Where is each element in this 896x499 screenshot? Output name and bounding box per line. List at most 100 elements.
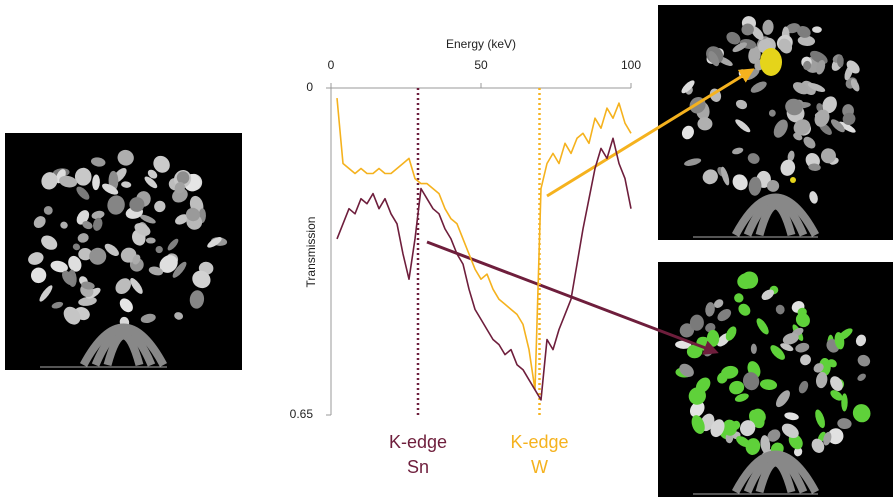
particle <box>785 23 801 34</box>
particle <box>697 117 713 131</box>
particle <box>192 270 211 289</box>
particle <box>174 312 184 320</box>
particle <box>830 119 845 133</box>
particle <box>115 278 131 295</box>
particle <box>775 390 790 408</box>
particle <box>822 96 837 114</box>
particle <box>207 237 222 248</box>
particle <box>785 98 803 116</box>
particle <box>734 293 744 303</box>
particle <box>41 235 58 250</box>
particle <box>841 393 848 412</box>
particle <box>787 150 795 162</box>
particle <box>852 404 871 423</box>
particle <box>159 255 178 273</box>
particle <box>140 313 156 324</box>
particle <box>803 60 812 71</box>
particle <box>767 429 781 442</box>
particle <box>144 176 158 189</box>
particle <box>119 298 133 313</box>
particle <box>761 289 774 301</box>
particle <box>834 332 845 350</box>
particle <box>107 195 125 215</box>
particle <box>41 172 58 190</box>
particle <box>130 278 143 294</box>
particle <box>681 80 695 94</box>
arrow-w <box>546 68 755 198</box>
k-edge-label: W <box>531 457 548 477</box>
particle <box>857 373 866 381</box>
particle <box>33 216 46 228</box>
particle <box>134 223 151 236</box>
x-axis-title: Energy (keV) <box>446 37 516 51</box>
particle <box>815 409 825 429</box>
k-edge-label: K-edge <box>389 432 447 452</box>
particle <box>689 401 705 418</box>
particle <box>732 42 747 53</box>
particle <box>750 81 767 93</box>
particle <box>174 182 186 194</box>
particle <box>827 428 844 445</box>
particle <box>713 299 724 308</box>
particle <box>782 333 799 345</box>
particle <box>732 147 744 155</box>
particle <box>836 55 844 68</box>
particle <box>139 214 156 224</box>
particle <box>797 35 816 46</box>
particle <box>176 171 190 185</box>
k-edge-label: K-edge <box>510 432 568 452</box>
particle <box>816 59 826 75</box>
particle <box>808 163 821 171</box>
particle <box>770 345 785 360</box>
particle <box>104 243 119 257</box>
particle <box>734 393 749 402</box>
particle <box>816 103 823 112</box>
particle <box>63 306 81 325</box>
particle <box>823 431 832 446</box>
particle <box>78 296 97 306</box>
particle <box>850 78 860 92</box>
particle <box>748 46 761 64</box>
holder <box>755 458 796 494</box>
particle <box>43 206 53 215</box>
particle <box>798 380 809 394</box>
y-tick-label: 0 <box>306 80 313 94</box>
particle <box>756 318 769 335</box>
particle <box>155 245 163 254</box>
particle <box>775 304 785 315</box>
particle <box>68 255 82 272</box>
particle <box>820 148 836 164</box>
particle <box>686 344 703 359</box>
particle <box>747 153 760 164</box>
particle <box>148 266 164 276</box>
particle <box>742 372 760 391</box>
particle <box>720 166 730 186</box>
particle <box>702 169 718 185</box>
x-tick-label: 0 <box>328 58 335 72</box>
particle <box>726 31 741 45</box>
particle <box>77 233 89 243</box>
particle <box>129 197 145 212</box>
series-line <box>336 98 632 391</box>
particle <box>154 200 166 213</box>
particle <box>72 243 81 251</box>
y-axis-title: Transmission <box>304 217 318 288</box>
particle <box>846 60 860 74</box>
particle <box>759 379 778 390</box>
particle <box>89 247 107 265</box>
particle <box>681 125 694 140</box>
particle <box>62 270 75 286</box>
highlight <box>790 177 796 183</box>
particle <box>800 354 811 366</box>
particle <box>689 314 704 331</box>
highlight <box>760 48 782 76</box>
particle <box>778 38 793 54</box>
particle <box>813 363 824 373</box>
particle <box>721 365 739 379</box>
particle <box>768 109 776 117</box>
particle <box>745 438 761 455</box>
particle <box>760 435 771 454</box>
particle <box>807 82 826 92</box>
particle <box>153 155 170 173</box>
